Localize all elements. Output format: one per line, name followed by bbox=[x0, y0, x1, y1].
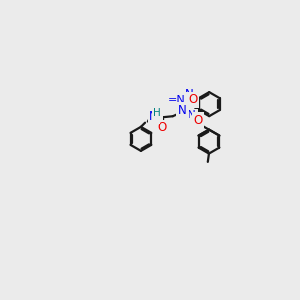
Text: O: O bbox=[157, 121, 167, 134]
Text: O: O bbox=[193, 114, 203, 127]
Text: N: N bbox=[178, 104, 187, 117]
Text: =N: =N bbox=[178, 110, 196, 120]
Text: O: O bbox=[188, 94, 197, 106]
Text: H: H bbox=[153, 109, 161, 118]
Text: =N: =N bbox=[168, 95, 186, 105]
Text: N: N bbox=[149, 110, 158, 123]
Text: N: N bbox=[184, 88, 193, 101]
